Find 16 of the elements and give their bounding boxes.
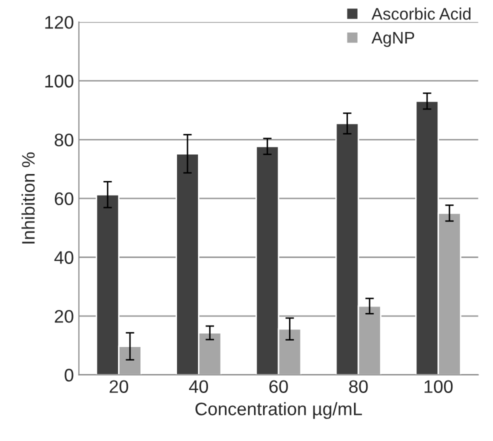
x-tick-label: 100: [424, 380, 453, 393]
x-tick-label: 40: [189, 380, 208, 393]
legend-label: AgNP: [372, 32, 414, 47]
legend-label: Ascorbic Acid: [372, 8, 470, 20]
x-tick-label: 60: [269, 380, 288, 393]
y-tick-label: 40: [54, 251, 74, 264]
y-tick-label: 120: [45, 16, 74, 29]
x-tick-label: 80: [349, 380, 368, 393]
y-tick-label: 100: [45, 74, 74, 88]
y-axis-title: Inhibition %: [22, 152, 35, 244]
y-tick-label: 0: [64, 368, 74, 382]
x-tick-label: 20: [110, 380, 128, 393]
y-tick-label: 60: [54, 192, 74, 206]
y-tick-label: 80: [54, 134, 74, 146]
x-axis-title: Concentration µg/mL: [195, 402, 362, 419]
y-tick-label: 20: [54, 310, 74, 323]
